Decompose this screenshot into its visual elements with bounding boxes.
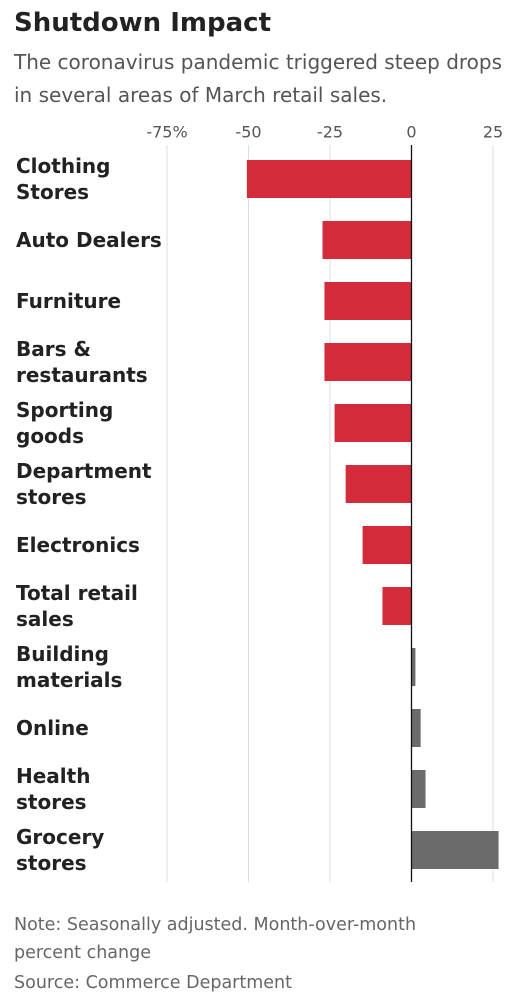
category-label: Department stores (16, 459, 152, 509)
category-label: Sporting goods (16, 398, 114, 448)
category-label: Grocery stores (16, 825, 105, 875)
x-tick-label: 25 (483, 123, 503, 142)
chart-title: Shutdown Impact (14, 8, 271, 38)
bar (334, 404, 412, 442)
category-label: Clothing Stores (16, 154, 111, 204)
note: Note: Seasonally adjusted. Month-over-mo… (14, 915, 417, 963)
category-label: Bars & restaurants (16, 337, 148, 387)
category-label: Total retail sales (16, 581, 138, 631)
x-tick-label: -25 (317, 123, 343, 142)
category-label: Building materials (16, 642, 123, 692)
bar (382, 587, 412, 625)
x-tick-label: 0 (406, 123, 416, 142)
category-label: Auto Dealers (16, 228, 162, 252)
bar (411, 709, 421, 747)
category-label: Health stores (16, 764, 91, 814)
bar (324, 282, 412, 320)
chart-subtitle: The coronavirus pandemic triggered steep… (14, 50, 503, 107)
bar (411, 648, 416, 686)
bar (345, 465, 412, 503)
bar (411, 770, 426, 808)
bar (322, 221, 412, 259)
x-tick-label: -50 (235, 123, 261, 142)
category-label: Online (16, 716, 89, 740)
category-label: Furniture (16, 289, 122, 313)
category-label: Electronics (16, 533, 140, 557)
bar (246, 160, 412, 198)
source: Source: Commerce Department (14, 973, 293, 993)
bar (362, 526, 412, 564)
bar (324, 343, 412, 381)
bar (411, 831, 499, 869)
x-tick-label: -75% (146, 123, 187, 142)
